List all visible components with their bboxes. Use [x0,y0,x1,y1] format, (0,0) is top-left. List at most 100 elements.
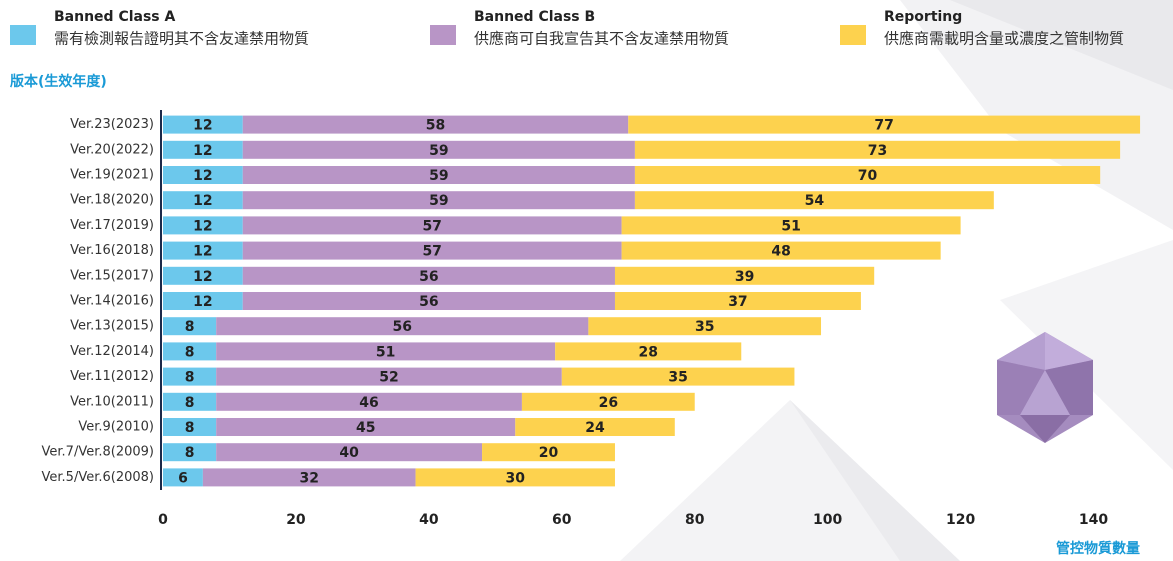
bar-segment [163,468,203,487]
value-label: 24 [585,420,605,436]
value-label: 39 [735,269,754,285]
bar-segment [163,115,243,134]
bar-segment [202,468,416,487]
value-label: 12 [193,118,212,134]
bar-segment [242,166,635,184]
bar-segment [163,266,243,285]
value-label: 30 [506,470,526,486]
value-label: 52 [379,370,398,386]
bar-segment [163,241,243,260]
x-axis-title: 管控物質數量 [1056,540,1140,557]
bar-segment [634,166,1101,184]
y-tick-label: Ver.18(2020) [70,193,154,208]
y-tick-label: Ver.13(2015) [70,319,154,334]
legend-name: Reporting [884,9,962,25]
y-tick-label: Ver.16(2018) [70,243,154,258]
x-tick-label: 0 [158,512,168,528]
value-label: 51 [376,344,395,360]
bar-segment [555,342,742,361]
value-label: 12 [193,244,212,260]
y-tick-label: Ver.11(2012) [70,369,154,384]
value-label: 8 [185,395,195,411]
x-tick-label: 100 [813,512,842,528]
bar-segment [415,468,615,487]
bar-segment [242,292,615,310]
value-label: 70 [858,168,878,184]
x-tick-label: 60 [552,512,572,528]
bar-segment [216,317,589,336]
bar-segment [242,266,615,285]
bar-segment [163,292,243,310]
bar-segment [482,443,615,462]
value-label: 59 [429,143,448,159]
value-label: 32 [299,470,318,486]
bar-segment [521,392,695,411]
value-label: 56 [419,294,438,310]
bar-segment [614,292,861,310]
value-label: 35 [668,370,687,386]
legend-swatch [840,25,866,45]
value-label: 59 [429,168,448,184]
background [620,0,1173,561]
y-tick-label: Ver.17(2019) [70,218,154,233]
bar-segment [216,392,522,411]
y-tick-label: Ver.5/Ver.6(2008) [42,470,154,485]
value-label: 54 [805,193,825,209]
value-label: 26 [599,395,618,411]
bar-segment [242,140,635,159]
bar-segment [163,443,217,462]
bar-segment [216,342,556,361]
value-label: 28 [638,344,657,360]
y-tick-label: Ver.19(2021) [70,168,154,183]
x-tick-label: 20 [286,512,306,528]
value-label: 8 [185,319,195,335]
value-label: 56 [393,319,412,335]
x-tick-label: 40 [419,512,439,528]
value-label: 12 [193,143,212,159]
value-label: 12 [193,269,212,285]
y-tick-label: Ver.7/Ver.8(2009) [42,445,154,460]
value-label: 37 [728,294,747,310]
legend-name: Banned Class A [54,9,176,25]
value-label: 8 [185,370,195,386]
value-label: 59 [429,193,448,209]
value-label: 57 [422,244,441,260]
bar-segment [163,191,243,210]
y-axis-title: 版本(生效年度) [10,73,107,90]
value-label: 73 [868,143,887,159]
legend-swatch [10,25,36,45]
legend-description: 供應商可自我宣告其不含友達禁用物質 [474,30,729,48]
bar-segment [515,418,675,436]
bar-segment [242,115,629,134]
bar-segment [216,443,483,462]
y-tick-label: Ver.14(2016) [70,294,154,309]
bar-segment [634,191,994,210]
icosahedron [997,332,1093,443]
bar-segment [628,115,1141,134]
bar-segment [163,166,243,184]
bar-segment [216,367,562,386]
legend-swatch [430,25,456,45]
value-label: 8 [185,420,195,436]
value-label: 8 [185,445,195,461]
value-label: 48 [771,244,790,260]
bar-segment [163,418,217,436]
x-tick-label: 80 [685,512,705,528]
bar-segment [163,216,243,235]
bar-segment [163,367,217,386]
value-label: 12 [193,168,212,184]
value-label: 77 [874,118,893,134]
value-label: 20 [539,445,559,461]
value-label: 12 [193,218,212,234]
bar-segment [163,342,217,361]
value-label: 12 [193,294,212,310]
bar-segment [163,392,217,411]
bar-segment [621,216,961,235]
y-tick-label: Ver.10(2011) [70,394,154,409]
value-label: 58 [426,118,445,134]
bar-segment [621,241,941,260]
legend-description: 供應商需載明含量或濃度之管制物質 [884,30,1124,48]
legend-description: 需有檢測報告證明其不含友達禁用物質 [54,30,309,48]
value-label: 46 [359,395,378,411]
